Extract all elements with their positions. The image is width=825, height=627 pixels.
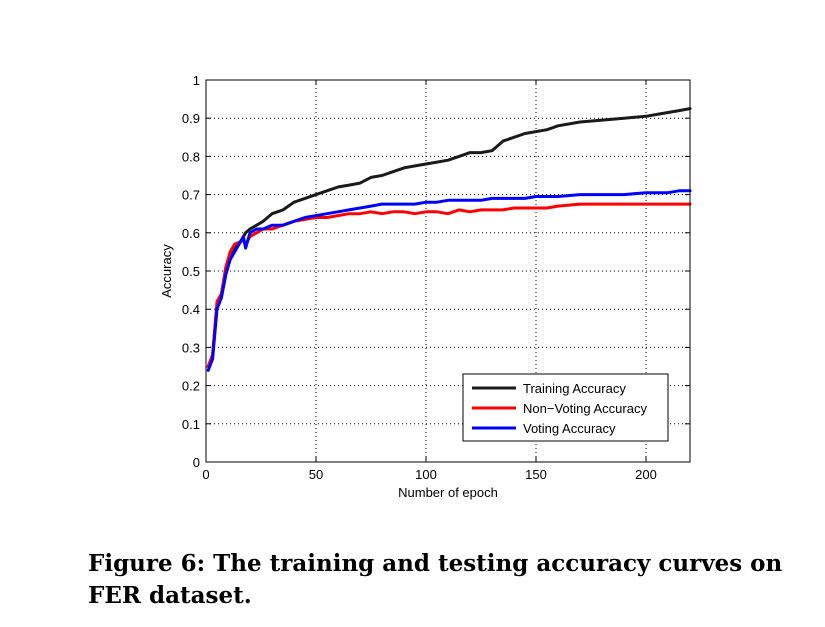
accuracy-line-chart: 0 50 100 150 200 0 0.1 0.2 0.3 0.4 0.5 0.6 0.7 0.8 0.9…: [159, 73, 692, 500]
y-tick-label: 1: [193, 73, 200, 88]
y-tick-label: 0.8: [182, 149, 200, 164]
x-tick-label: 150: [525, 467, 547, 482]
series-line-3: [206, 189, 692, 372]
y-tick-label: 0.2: [182, 379, 200, 394]
y-tick-label: 0.3: [182, 340, 200, 355]
legend-label-2: Non−Voting Accuracy: [523, 401, 647, 416]
legend: Training Accuracy Non−Voting Accuracy Voti…: [462, 373, 669, 442]
legend-label-3: Voting Accuracy: [523, 421, 616, 436]
x-axis-title: Number of epoch: [398, 485, 498, 500]
x-tick-label: 0: [202, 467, 209, 482]
y-tick-label: 0.9: [182, 111, 200, 126]
y-tick-label: 0.6: [182, 226, 200, 241]
y-tick-label: 0.7: [182, 188, 200, 203]
y-axis-title: Accuracy: [159, 244, 174, 298]
grid-lines: [206, 80, 690, 462]
series-lines: [206, 107, 692, 372]
y-tick-label: 0.1: [182, 417, 200, 432]
x-tick-label: 200: [635, 467, 657, 482]
x-tick-label: 50: [309, 467, 323, 482]
y-tick-label: 0.5: [182, 264, 200, 279]
x-tick-label: 100: [415, 467, 437, 482]
y-tick-label: 0.4: [182, 302, 200, 317]
y-tick-label: 0: [193, 455, 200, 470]
axis-ticks: 0 50 100 150 200 0 0.1 0.2 0.3 0.4 0.5 0.6 0.7 0.8 0.9…: [182, 73, 690, 482]
legend-label-1: Training Accuracy: [523, 381, 626, 396]
figure-caption: Figure 6: The training and testing accur…: [88, 550, 783, 609]
